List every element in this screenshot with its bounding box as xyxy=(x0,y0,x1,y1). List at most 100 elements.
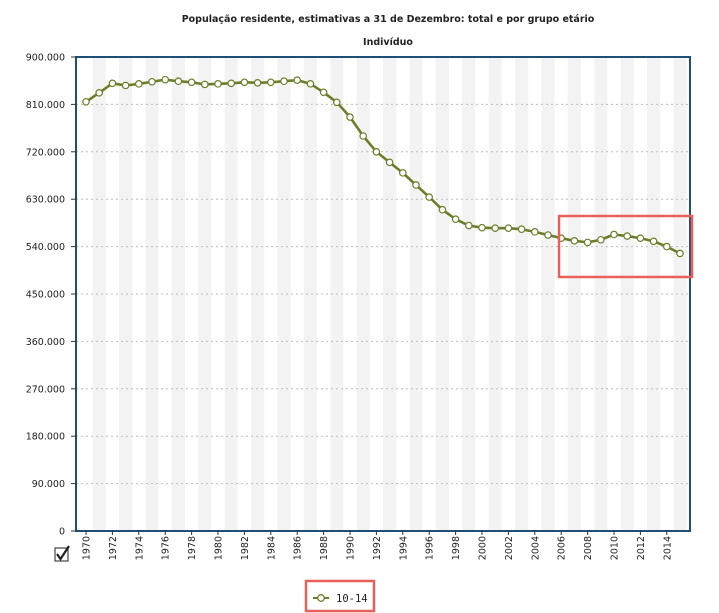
series-line xyxy=(84,78,682,255)
grid-band xyxy=(119,57,133,531)
data-point[interactable] xyxy=(95,89,104,97)
x-tick-label: 1996 xyxy=(425,536,436,560)
x-tick-label: 2004 xyxy=(530,536,541,560)
data-point[interactable] xyxy=(491,224,500,232)
data-point[interactable] xyxy=(478,223,486,232)
data-point[interactable] xyxy=(662,242,671,251)
x-tick-label: 1972 xyxy=(108,536,119,560)
data-point[interactable] xyxy=(332,98,341,107)
data-point[interactable] xyxy=(201,80,209,89)
x-tick-label: 2006 xyxy=(557,536,568,560)
x-tick-label: 1994 xyxy=(398,536,409,560)
data-point[interactable] xyxy=(359,132,368,140)
data-point[interactable] xyxy=(451,215,460,224)
data-point[interactable] xyxy=(346,113,354,121)
y-tick-label: 720.000 xyxy=(26,147,65,158)
grid-band xyxy=(171,57,185,531)
y-tick-label: 180.000 xyxy=(26,432,65,443)
grid-band xyxy=(647,57,661,531)
data-point[interactable] xyxy=(121,81,130,90)
legend-label: 10-14 xyxy=(336,593,368,605)
x-tick-label: 2012 xyxy=(636,536,647,560)
data-point[interactable] xyxy=(530,228,539,236)
data-point[interactable] xyxy=(306,80,315,88)
grid-band xyxy=(198,57,212,531)
grid-band xyxy=(567,57,581,531)
y-tick-label: 90.000 xyxy=(32,479,65,490)
x-tick-label: 1978 xyxy=(187,536,198,560)
data-point[interactable] xyxy=(187,78,196,87)
data-point[interactable] xyxy=(412,181,420,189)
y-tick-label: 360.000 xyxy=(26,337,65,348)
data-point[interactable] xyxy=(596,235,605,244)
data-point[interactable] xyxy=(438,205,447,214)
data-point[interactable] xyxy=(161,75,170,84)
legend[interactable]: 10-14 xyxy=(304,579,376,613)
x-tick-label: 1990 xyxy=(346,536,357,560)
x-tick-label: 1974 xyxy=(134,536,145,560)
y-axis: 0 90.000 180.000 270.000 360.000 450.000 540.0… xyxy=(26,53,76,538)
data-point[interactable] xyxy=(649,237,658,246)
x-tick-label: 1988 xyxy=(319,536,330,560)
data-point[interactable] xyxy=(623,232,632,240)
data-point[interactable] xyxy=(517,225,526,234)
grid-band xyxy=(277,57,291,531)
x-tick-label: 2000 xyxy=(478,536,489,560)
grid-band xyxy=(356,57,370,531)
highlight-box-legend xyxy=(304,579,376,613)
data-point[interactable] xyxy=(636,234,645,242)
y-tick-label: 810.000 xyxy=(26,100,65,111)
data-point[interactable] xyxy=(227,79,236,88)
y-tick-label: 900.000 xyxy=(26,53,65,64)
data-point[interactable] xyxy=(293,76,302,84)
y-tick-label: 630.000 xyxy=(26,195,65,206)
y-tick-label: 450.000 xyxy=(26,290,65,301)
data-point[interactable] xyxy=(214,80,222,88)
data-point[interactable] xyxy=(280,77,288,86)
grid-bands xyxy=(92,57,687,531)
y-tick-label: 540.000 xyxy=(26,242,65,253)
grid-band xyxy=(673,57,687,531)
data-point[interactable] xyxy=(570,237,579,245)
grid-band xyxy=(303,57,317,531)
checkbox[interactable] xyxy=(54,545,70,562)
x-tick-label: 1998 xyxy=(451,536,462,560)
data-point[interactable] xyxy=(174,77,183,86)
x-tick-label: 1986 xyxy=(293,536,304,560)
data-point[interactable] xyxy=(544,231,552,239)
chart-subtitle: Indivíduo xyxy=(363,37,413,48)
data-point[interactable] xyxy=(610,230,618,239)
x-tick-label: 2010 xyxy=(610,536,621,560)
data-point[interactable] xyxy=(425,193,434,201)
x-tick-label: 1984 xyxy=(266,536,277,560)
series-10-14 xyxy=(82,75,684,258)
data-point[interactable] xyxy=(82,97,90,106)
data-point[interactable] xyxy=(148,77,156,86)
data-point[interactable] xyxy=(398,169,407,177)
data-point[interactable] xyxy=(319,88,328,97)
data-point[interactable] xyxy=(108,79,117,88)
data-point[interactable] xyxy=(504,224,513,232)
y-tick-label: 270.000 xyxy=(26,384,65,395)
grid-band xyxy=(92,57,106,531)
data-point[interactable] xyxy=(676,249,684,258)
x-tick-label: 2002 xyxy=(504,536,515,560)
data-point[interactable] xyxy=(240,78,249,87)
data-point[interactable] xyxy=(372,148,381,156)
x-axis: 1970 1972 1974 1976 1978 1980 1982 1984 1986 1988… xyxy=(82,531,673,560)
data-point[interactable] xyxy=(253,79,262,87)
data-point[interactable] xyxy=(385,158,394,167)
horizontal-gridlines xyxy=(76,103,690,485)
grid-band xyxy=(462,57,476,531)
grid-band xyxy=(594,57,608,531)
data-point[interactable] xyxy=(583,238,592,247)
x-tick-label: 1970 xyxy=(82,536,93,560)
y-tick-label: 0 xyxy=(59,527,65,538)
data-point[interactable] xyxy=(464,221,473,230)
x-tick-label: 1976 xyxy=(161,536,172,560)
data-point[interactable] xyxy=(266,78,275,87)
grid-band xyxy=(383,57,397,531)
data-point[interactable] xyxy=(135,80,143,88)
x-tick-label: 2008 xyxy=(583,536,594,560)
